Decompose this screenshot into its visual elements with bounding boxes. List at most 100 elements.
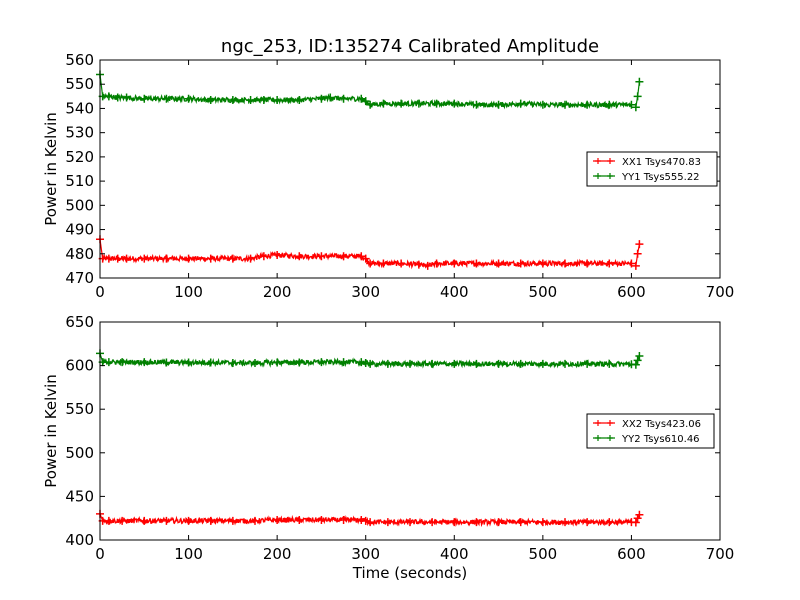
data-point-marker — [317, 252, 326, 261]
y-tick-label: 510 — [65, 172, 94, 190]
data-point-marker — [246, 254, 255, 263]
data-point-marker — [472, 359, 481, 368]
data-point-marker — [104, 358, 113, 367]
y-axis-label: Power in Kelvin — [42, 374, 60, 488]
y-tick-label: 500 — [65, 444, 94, 462]
data-point-marker — [140, 516, 149, 525]
data-point-marker — [246, 95, 255, 104]
y-tick-label: 520 — [65, 148, 94, 166]
data-point-marker — [605, 100, 614, 109]
data-point-marker — [605, 359, 614, 368]
data-point-marker — [366, 359, 375, 368]
data-point-marker — [383, 359, 392, 368]
series-yy2 — [96, 349, 644, 369]
data-point-marker — [635, 352, 644, 361]
data-point-marker — [583, 518, 592, 527]
x-tick-label: 300 — [351, 283, 380, 301]
data-point-marker — [251, 516, 259, 525]
data-point-marker — [118, 516, 127, 525]
data-point-marker — [357, 358, 366, 367]
data-point-marker — [414, 99, 423, 108]
data-point-marker — [627, 259, 636, 268]
data-point-marker — [633, 356, 642, 365]
data-point-marker — [140, 254, 149, 263]
plots-container: 0 100 200 300 400 500 600 700 470 480 490 500 510 520… — [42, 51, 734, 582]
data-point-marker — [184, 358, 193, 367]
data-point-marker — [432, 259, 441, 268]
legend-label: XX1 Tsys470.83 — [622, 157, 701, 168]
data-point-marker — [516, 259, 525, 268]
data-point-marker — [561, 259, 569, 268]
x-tick-label: 100 — [174, 283, 203, 301]
x-tick-label: 700 — [706, 283, 735, 301]
data-point-marker — [472, 259, 481, 268]
data-point-marker — [605, 518, 614, 527]
data-point-marker — [605, 259, 614, 268]
data-point-marker — [583, 100, 592, 109]
data-point-marker — [561, 100, 569, 109]
x-tick-label: 100 — [174, 545, 203, 563]
data-point-marker — [118, 358, 127, 367]
data-point-marker — [635, 77, 644, 86]
data-point-marker — [561, 518, 569, 527]
data-point-marker — [339, 515, 348, 524]
data-point-marker — [494, 100, 503, 109]
chart-title: ngc_253, ID:135274 Calibrated Amplitude — [221, 36, 599, 57]
y-tick-label: 500 — [65, 196, 94, 214]
y-tick-label: 540 — [65, 99, 94, 117]
data-point-marker — [631, 103, 640, 112]
legend-box — [586, 413, 715, 449]
legend-swatch-marker — [595, 173, 613, 179]
series-yy1 — [96, 70, 644, 112]
data-point-marker — [366, 518, 375, 527]
data-point-marker — [339, 358, 348, 367]
data-point-marker — [450, 99, 459, 108]
x-tick-label: 200 — [263, 545, 292, 563]
data-point-marker — [104, 92, 113, 101]
legend: XX1 Tsys470.83 YY1 Tsys555.22 — [586, 151, 718, 187]
legend-label: YY1 Tsys555.22 — [621, 172, 700, 183]
data-point-marker — [122, 93, 131, 102]
data-point-marker — [432, 99, 441, 108]
data-point-marker — [273, 250, 282, 259]
data-point-marker — [397, 259, 406, 268]
data-point-marker — [162, 516, 171, 525]
data-point-marker — [206, 358, 215, 367]
data-point-marker — [379, 99, 388, 108]
data-point-marker — [516, 518, 525, 527]
data-point-marker — [406, 518, 414, 527]
data-point-marker — [450, 359, 459, 368]
data-point-marker — [361, 97, 370, 106]
y-tick-label: 490 — [65, 221, 94, 239]
data-point-marker — [361, 254, 370, 263]
data-point-marker — [635, 510, 644, 519]
legend: XX2 Tsys423.06 YY2 Tsys610.46 — [586, 413, 715, 449]
data-point-marker — [635, 240, 644, 249]
legend-swatch-marker — [595, 435, 613, 441]
data-point-marker — [259, 95, 268, 104]
data-point-marker — [383, 518, 392, 527]
data-point-marker — [228, 254, 237, 263]
data-point-marker — [122, 254, 131, 263]
data-point-marker — [516, 359, 525, 368]
data-point-marker — [317, 515, 326, 524]
data-point-marker — [295, 358, 304, 367]
data-point-marker — [228, 95, 237, 104]
data-point-marker — [406, 359, 414, 368]
data-point-marker — [113, 93, 122, 102]
data-point-marker — [428, 518, 437, 527]
data-point-marker — [206, 95, 215, 104]
x-tick-label: 200 — [263, 283, 292, 301]
data-point-marker — [184, 516, 193, 525]
x-axis-label: Time (seconds) — [352, 564, 468, 582]
data-point-marker — [273, 358, 282, 367]
data-point-marker — [450, 518, 459, 527]
data-point-marker — [104, 516, 113, 525]
plot-frame — [99, 59, 721, 279]
y-tick-label: 530 — [65, 124, 94, 142]
data-point-marker — [414, 260, 423, 269]
data-point-marker — [633, 92, 642, 101]
data-point-marker — [357, 94, 366, 103]
